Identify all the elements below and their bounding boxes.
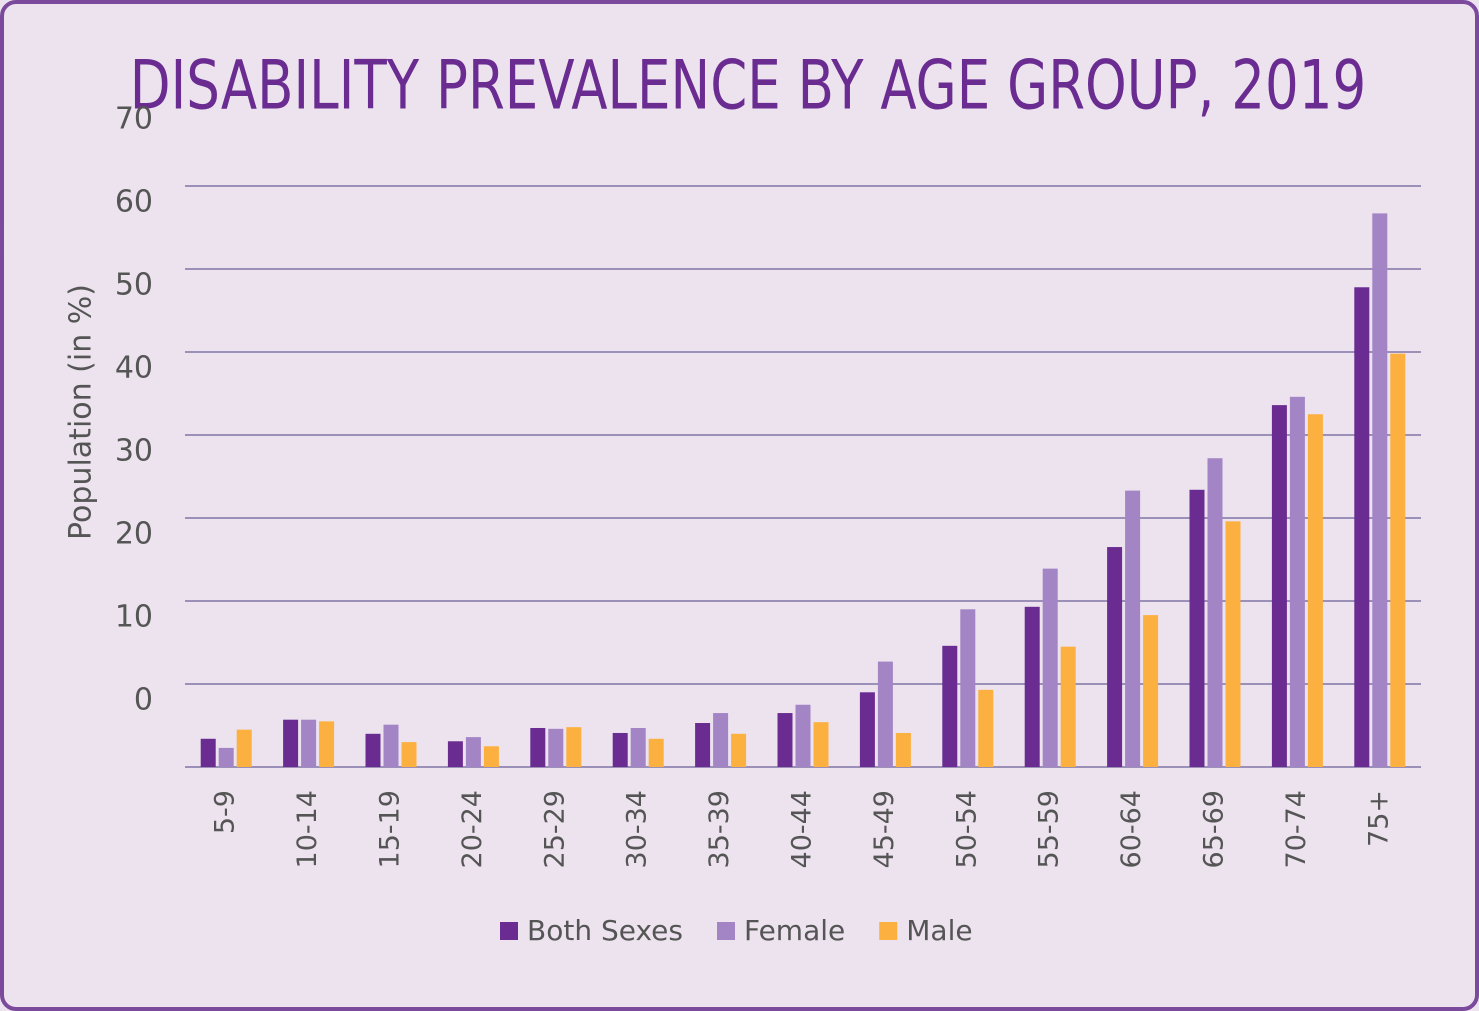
x-tick-label: 75+: [1363, 790, 1394, 847]
bar: [612, 732, 628, 767]
bar: [1207, 458, 1223, 767]
x-tick-label: 20-24: [457, 790, 488, 868]
chart-title: DISABILITY PREVALENCE BY AGE GROUP, 2019: [130, 46, 1367, 125]
x-tick-label: 25-29: [539, 790, 570, 868]
bar: [383, 724, 399, 767]
bar: [1289, 396, 1305, 767]
bar: [813, 722, 829, 767]
legend-swatch: [717, 922, 735, 940]
bar: [548, 728, 564, 767]
bar: [942, 645, 958, 767]
bar: [1107, 547, 1123, 767]
bar: [895, 732, 911, 767]
bar: [731, 733, 747, 767]
y-tick-label: 30: [115, 434, 153, 469]
bar: [530, 727, 546, 767]
bar: [648, 738, 664, 767]
x-tick-label: 15-19: [375, 790, 406, 868]
bar: [859, 692, 875, 767]
x-tick-label: 40-44: [787, 790, 818, 868]
bar: [1143, 615, 1159, 767]
bar: [365, 733, 381, 767]
bar: [566, 727, 582, 767]
x-tick-label: 35-39: [704, 790, 735, 868]
bar: [1042, 568, 1058, 767]
bar: [218, 747, 234, 767]
bar: [713, 713, 729, 767]
bar: [1372, 213, 1388, 767]
y-tick-label: 60: [115, 185, 153, 220]
bar: [777, 713, 793, 767]
bar: [1125, 490, 1141, 767]
x-tick-label: 30-34: [622, 790, 653, 868]
y-tick-label: 0: [134, 683, 153, 718]
bar: [1189, 489, 1205, 767]
bar: [630, 727, 646, 767]
bar: [877, 661, 893, 767]
bar: [447, 741, 463, 767]
x-tick-label: 70-74: [1281, 790, 1312, 868]
bar: [1390, 353, 1406, 767]
legend-swatch: [500, 922, 518, 940]
y-tick-label: 20: [115, 517, 153, 552]
y-tick-label: 70: [115, 102, 153, 137]
y-tick-label: 50: [115, 268, 153, 303]
bar: [1060, 646, 1076, 767]
bar: [960, 609, 976, 767]
bar: [236, 729, 252, 767]
x-tick-label: 5-9: [210, 790, 241, 834]
x-tick-label: 60-64: [1116, 790, 1147, 868]
legend-label: Male: [906, 914, 972, 947]
x-tick-label: 45-49: [869, 790, 900, 868]
bar: [283, 719, 299, 767]
bar: [795, 704, 811, 767]
y-axis-title: Population (in %): [64, 284, 99, 540]
bar: [1225, 521, 1241, 767]
legend-label: Both Sexes: [527, 914, 683, 947]
bar: [465, 737, 481, 767]
legend-label: Female: [744, 914, 845, 947]
y-tick-label: 10: [115, 600, 153, 635]
bar: [200, 738, 216, 767]
bar: [483, 746, 499, 767]
x-tick-label: 55-59: [1034, 790, 1065, 868]
x-tick-label: 65-69: [1199, 790, 1230, 868]
y-tick-label: 40: [115, 351, 153, 386]
bar: [978, 689, 994, 767]
bar: [1307, 414, 1323, 767]
x-tick-label: 50-54: [951, 790, 982, 868]
bar: [695, 723, 711, 767]
bar: [1024, 606, 1040, 767]
bar: [401, 742, 417, 767]
legend-swatch: [879, 922, 898, 940]
x-tick-label: 10-14: [292, 790, 323, 868]
bar: [301, 719, 317, 767]
bar: [1271, 405, 1287, 767]
bar: [1354, 287, 1370, 767]
bar: [319, 721, 335, 767]
